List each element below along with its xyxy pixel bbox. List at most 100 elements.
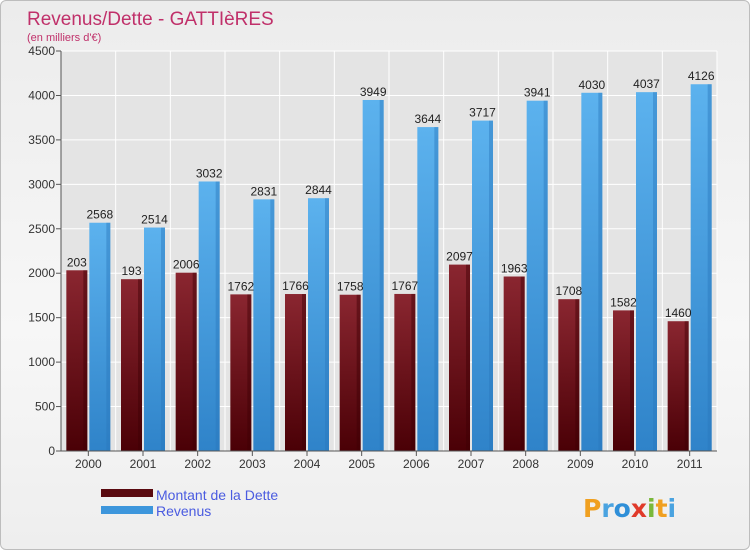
bar-revenus [362, 99, 384, 451]
proxiti-logo: Proxiti [583, 494, 676, 523]
bar-dette [339, 294, 361, 451]
data-label-revenus: 3941 [524, 86, 551, 100]
legend-label-revenus: Revenus [156, 503, 211, 519]
bar-dette-shade [356, 294, 361, 451]
data-label-revenus: 4126 [688, 69, 715, 83]
data-label-dette: 1767 [391, 279, 418, 293]
bars [66, 84, 712, 452]
legend: Montant de la Dette Revenus [101, 487, 278, 519]
x-tick-label: 2010 [622, 457, 649, 471]
bar-dette-shade [466, 264, 470, 451]
y-tick-label: 4000 [28, 88, 55, 102]
data-label-dette: 1758 [337, 280, 364, 294]
bar-revenus-shade [434, 127, 439, 451]
y-tick-label: 2000 [28, 266, 55, 280]
bar-revenus [198, 181, 220, 451]
svg-text:Proxiti: Proxiti [583, 494, 676, 523]
x-tick-label: 2003 [239, 457, 266, 471]
y-tick-label: 0 [48, 444, 55, 458]
bar-revenus [581, 92, 603, 452]
bar-dette [66, 270, 88, 451]
bar-dette [613, 310, 634, 451]
bar-revenus [690, 84, 712, 451]
x-tick-label: 2004 [294, 457, 321, 471]
bar-revenus [472, 120, 493, 451]
data-label-dette: 1460 [665, 306, 692, 320]
data-label-revenus: 3644 [414, 112, 441, 126]
bar-dette-shade [575, 299, 580, 451]
data-label-dette: 1766 [282, 279, 309, 293]
data-label-dette: 1963 [501, 262, 528, 276]
legend-label-debt: Montant de la Dette [156, 487, 278, 503]
data-label-dette: 1762 [227, 279, 254, 293]
data-label-dette: 1582 [610, 295, 637, 309]
bar-revenus-shade [653, 92, 657, 452]
bar-dette-shade [520, 276, 525, 451]
chart-title: Revenus/Dette - GATTIèRES [27, 9, 274, 30]
bar-revenus-shade [325, 198, 329, 451]
data-label-revenus: 4037 [633, 77, 660, 91]
bar-revenus-shade [543, 100, 548, 451]
y-tick-label: 4500 [28, 44, 55, 58]
data-label-dette: 193 [121, 264, 141, 278]
bar-dette-shade [684, 321, 689, 451]
bar-dette [667, 321, 689, 451]
grid [60, 50, 718, 452]
bar-revenus [417, 127, 439, 451]
bar-dette [121, 279, 142, 451]
bar-dette [285, 294, 306, 451]
data-labels: 203 2568 193 2514 2006 3032 1762 2831 1766 2844 17… [67, 69, 715, 320]
data-label-revenus: 4030 [578, 78, 605, 92]
bar-revenus-shade [106, 222, 111, 451]
y-tick-label: 500 [35, 400, 55, 414]
bar-revenus [308, 198, 329, 451]
axes: 0 500 1000 1500 2000 2500 3000 3500 4000 4500 2000… [28, 44, 717, 471]
bar-revenus [526, 100, 548, 451]
x-tick-label: 2008 [512, 457, 539, 471]
data-label-revenus: 3949 [360, 85, 387, 99]
bar-revenus [636, 92, 657, 452]
y-tick-label: 3500 [28, 133, 55, 147]
bar-revenus [144, 227, 165, 451]
data-label-revenus: 2831 [250, 184, 277, 198]
data-label-revenus: 2514 [141, 213, 168, 227]
x-tick-label: 2002 [184, 457, 211, 471]
data-label-revenus: 3032 [196, 166, 223, 180]
bar-revenus-shade [598, 92, 603, 452]
bar-revenus-shade [379, 99, 384, 451]
bar-dette [175, 272, 197, 451]
data-label-revenus: 2844 [305, 183, 332, 197]
bar-dette [449, 264, 470, 451]
bar-dette-shade [302, 294, 306, 451]
bar-dette [503, 276, 525, 451]
data-label-revenus: 2568 [86, 208, 113, 222]
chart-subtitle: (en milliers d'€) [27, 32, 101, 44]
bar-dette-shade [192, 272, 197, 451]
y-tick-label: 3000 [28, 177, 55, 191]
x-tick-label: 2006 [403, 457, 430, 471]
bar-revenus-shade [161, 227, 165, 451]
bar-dette-shade [83, 270, 88, 451]
bar-dette-shade [247, 294, 252, 451]
x-tick-label: 2011 [677, 457, 703, 471]
bar-revenus-shade [270, 199, 275, 451]
data-label-dette: 2006 [173, 258, 200, 272]
bar-revenus [253, 199, 275, 451]
legend-swatch-debt [101, 489, 153, 497]
bar-dette-shade [138, 279, 142, 451]
bar-dette [230, 294, 252, 451]
bar-revenus-shade [489, 120, 493, 451]
bar-dette [558, 299, 580, 451]
data-label-dette: 2097 [446, 250, 473, 264]
bar-revenus [89, 222, 111, 451]
x-tick-label: 2005 [348, 457, 375, 471]
y-tick-label: 2500 [28, 222, 55, 236]
bar-dette-shade [630, 310, 634, 451]
x-tick-label: 2007 [458, 457, 485, 471]
bar-revenus-shade [215, 181, 220, 451]
x-tick-label: 2009 [567, 457, 594, 471]
data-label-dette: 1708 [555, 284, 582, 298]
data-label-revenus: 3717 [469, 106, 496, 120]
